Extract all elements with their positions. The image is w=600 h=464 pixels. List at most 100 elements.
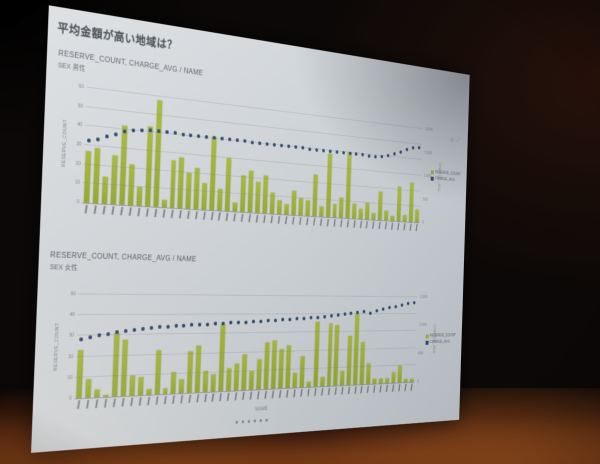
- x-tick-label-text: [104, 398, 107, 408]
- scatter-dot: [361, 153, 365, 157]
- legend-label: CHARGE_AVG: [434, 176, 455, 183]
- scatter-dot: [212, 135, 217, 140]
- bar: [76, 350, 84, 399]
- x-tick-label-text: [194, 210, 198, 220]
- x-tick-label-text: [409, 223, 412, 231]
- chart2-header: RESERVE_COUNT, CHARGE_AVG / NAME: [50, 250, 197, 264]
- x-tick-label-text: [403, 223, 406, 231]
- y-tick-label: 20: [75, 160, 81, 167]
- expand-icon[interactable]: ⤢: [456, 137, 460, 144]
- x-tick-label-text: [128, 207, 132, 216]
- pager-icon[interactable]: [259, 419, 262, 423]
- x-tick-label-text: [137, 207, 140, 217]
- chart2-left-axis-title: RESERVE_COUNT: [53, 322, 61, 371]
- pager-icon[interactable]: [235, 420, 238, 424]
- x-tick-label-text: [339, 219, 342, 228]
- x-tick-label-text: [379, 384, 382, 393]
- bar: [414, 209, 419, 223]
- y-tick-label: 0: [68, 395, 72, 402]
- x-tick-label-text: [219, 393, 222, 402]
- x-tick-label-text: [234, 392, 238, 401]
- scatter-dot: [181, 132, 185, 137]
- x-tick-label-text: [179, 394, 183, 404]
- x-tick-label-text: [277, 215, 280, 224]
- y-tick-label: 60: [78, 83, 84, 91]
- scatter-dot: [272, 142, 276, 147]
- chart-toolbar: ⚙ ⤢: [450, 137, 460, 144]
- bar: [291, 191, 297, 216]
- scatter-dot: [173, 131, 177, 136]
- x-tick-label-text: [346, 219, 349, 228]
- scatter-dot: [417, 146, 421, 150]
- scatter-dot: [86, 138, 91, 143]
- bar: [101, 177, 108, 204]
- bar: [170, 371, 177, 394]
- x-tick-label-text: [102, 205, 106, 215]
- bar: [256, 359, 262, 390]
- x-tick-label-text: [227, 392, 230, 401]
- bar: [83, 150, 92, 203]
- bar: [144, 126, 153, 207]
- x-tick-label-text: [225, 212, 229, 222]
- x-tick-label-text: [415, 223, 418, 232]
- bar: [169, 160, 177, 208]
- bar: [340, 371, 345, 386]
- scatter-dot: [294, 145, 298, 150]
- x-tick-label-text: [130, 397, 133, 407]
- chart2-legend: RESERVE_COUNT CHARGE_AVG: [425, 332, 459, 347]
- x-tick-label-text: [257, 391, 260, 400]
- scatter-dot: [148, 128, 152, 133]
- y-tick-label: 20: [67, 353, 74, 360]
- x-tick-label-text: [312, 217, 316, 226]
- scatter-dot: [348, 151, 352, 156]
- bar: [325, 153, 332, 218]
- x-tick-label-text: [264, 390, 267, 399]
- bar: [129, 375, 135, 396]
- x-tick-label-text: [313, 388, 317, 397]
- scatter-dot: [156, 129, 161, 134]
- y2-tick-label: 1,500: [419, 294, 428, 300]
- scatter-dot: [164, 130, 169, 135]
- scatter-dot: [250, 140, 254, 145]
- x-tick-label-text: [320, 387, 323, 396]
- x-tick-label-text: [372, 221, 375, 229]
- bar: [299, 356, 305, 388]
- x-tick-label-text: [360, 385, 363, 394]
- x-tick-label-text: [138, 397, 142, 406]
- bar: [263, 342, 270, 390]
- scatter-dot: [205, 134, 209, 139]
- bar: [298, 198, 303, 216]
- scatter-dot: [280, 143, 284, 148]
- pager-icon[interactable]: [247, 420, 250, 423]
- x-tick-label-text: [170, 209, 174, 219]
- x-tick-label-text: [233, 213, 236, 222]
- legend-swatch-dot: [430, 176, 434, 181]
- bar: [111, 333, 120, 397]
- x-tick-label: [408, 383, 414, 396]
- x-tick-label-text: [211, 393, 215, 402]
- pager-icon[interactable]: [241, 420, 244, 424]
- x-tick-label-text: [299, 217, 302, 225]
- gear-icon[interactable]: ⚙: [450, 137, 454, 144]
- bar: [136, 187, 143, 206]
- chart2-bars: [74, 294, 417, 399]
- bar: [225, 157, 232, 212]
- bar: [326, 323, 333, 387]
- x-tick-label-text: [111, 206, 115, 215]
- x-tick-label-text: [145, 208, 149, 217]
- x-tick-label-text: [271, 390, 274, 399]
- x-tick-label-text: [334, 387, 337, 395]
- x-tick-label-text: [353, 220, 356, 228]
- scatter-dot: [367, 154, 371, 158]
- bar: [391, 372, 396, 383]
- pager-icon[interactable]: [265, 418, 268, 422]
- x-tick-label-text: [195, 394, 199, 403]
- x-tick-label-text: [186, 210, 190, 219]
- x-tick-label-text: [86, 399, 90, 409]
- bar: [270, 340, 277, 389]
- bar: [137, 377, 144, 396]
- x-tick-label-text: [347, 386, 350, 395]
- y-tick-label: 40: [69, 312, 75, 319]
- pager-icon[interactable]: [253, 419, 256, 423]
